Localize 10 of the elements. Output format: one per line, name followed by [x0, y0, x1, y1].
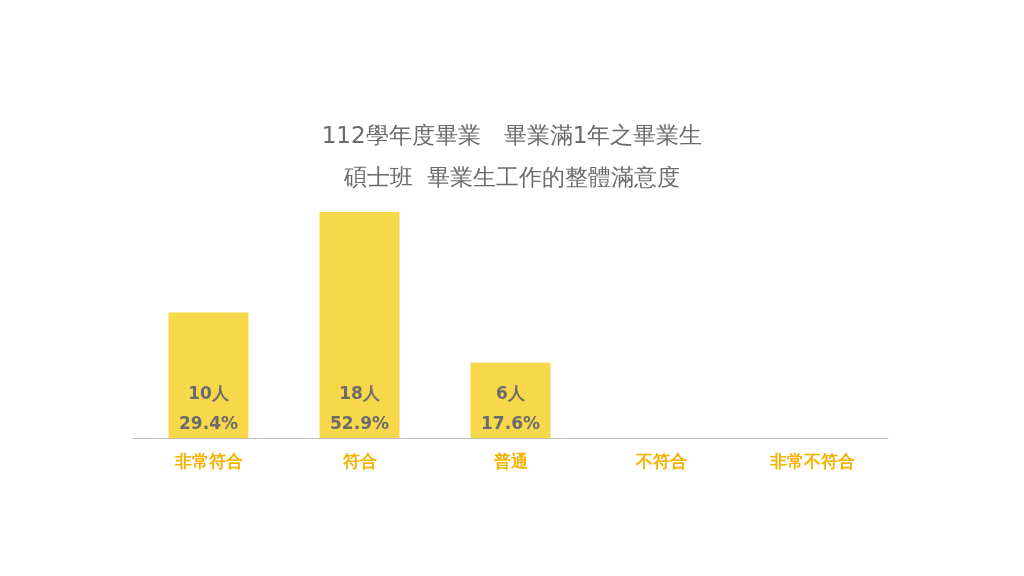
x-tick-label: 不符合: [635, 450, 687, 471]
data-label: 6人 17.6%: [481, 383, 540, 433]
x-tick-label: 符合: [341, 450, 377, 471]
x-tick-label: 普通: [492, 450, 528, 471]
data-label: 10人 29.4%: [179, 383, 238, 433]
data-label: 18人 52.9%: [330, 383, 389, 433]
chart-title: 112學年度畢業 畢業滿1年之畢業生: [321, 121, 703, 148]
x-tick-label: 非常不符合: [769, 450, 855, 471]
x-tick-label: 非常符合: [173, 450, 243, 471]
chart-subtitle: 碩士班 畢業生工作的整體滿意度: [342, 163, 681, 190]
